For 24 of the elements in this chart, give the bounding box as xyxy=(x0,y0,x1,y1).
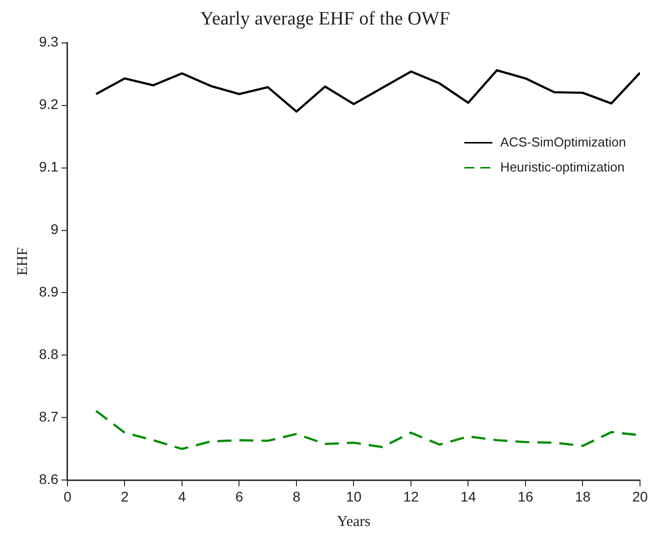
chart-title: Yearly average EHF of the OWF xyxy=(200,8,450,30)
legend-label: ACS-SimOptimization xyxy=(500,134,626,150)
x-tick-label: 0 xyxy=(64,488,72,504)
y-tick-label: 8.9 xyxy=(38,284,59,300)
x-tick-label: 8 xyxy=(292,488,301,504)
y-tick-label: 8.7 xyxy=(38,408,59,425)
x-tick-label: 18 xyxy=(574,488,591,504)
x-tick-label: 12 xyxy=(403,488,419,504)
x-tick-label: 2 xyxy=(120,488,129,504)
x-tick-label: 4 xyxy=(178,488,186,504)
x-tick-label: 20 xyxy=(632,488,648,504)
y-tick-label: 9.1 xyxy=(38,158,59,175)
y-tick-label: 9.2 xyxy=(38,96,59,112)
y-tick-label: 9.3 xyxy=(38,34,59,50)
y-tick-label: 8.6 xyxy=(38,471,59,488)
y-tick-label: 9 xyxy=(50,221,59,238)
y-axis-title: EHF xyxy=(14,247,31,276)
x-tick-label: 16 xyxy=(518,488,534,504)
legend-label: Heuristic-optimization xyxy=(500,159,625,174)
x-tick-label: 6 xyxy=(235,488,244,504)
x-axis-title: Years xyxy=(336,514,371,530)
x-tick-label: 10 xyxy=(346,488,362,504)
y-tick-label: 8.8 xyxy=(38,346,59,362)
x-tick-label: 14 xyxy=(460,488,476,504)
